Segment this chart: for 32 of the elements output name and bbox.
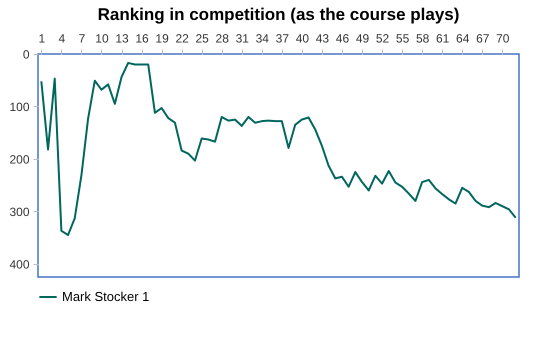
y-tick-label: 0 <box>22 48 30 62</box>
x-tick-label: 13 <box>115 32 129 46</box>
x-tick-label: 67 <box>476 32 490 46</box>
y-tick-label: 300 <box>9 204 30 219</box>
x-tick-label: 52 <box>376 32 390 46</box>
x-tick-label: 61 <box>436 32 450 46</box>
y-tick-label: 100 <box>9 100 30 114</box>
x-tick-label: 58 <box>416 32 430 46</box>
x-tick-label: 19 <box>155 32 170 46</box>
x-tick-label: 22 <box>175 32 190 46</box>
x-tick-label: 4 <box>58 32 66 46</box>
x-tick-label: 49 <box>356 32 370 46</box>
x-tick-label: 31 <box>236 32 250 46</box>
x-tick-label: 40 <box>296 32 310 46</box>
legend-label: Mark Stocker 1 <box>62 289 150 304</box>
x-tick-label: 37 <box>276 32 290 46</box>
x-tick-label: 46 <box>336 32 350 46</box>
x-tick-label: 43 <box>316 32 330 46</box>
x-tick-label: 34 <box>256 32 270 46</box>
x-tick-label: 28 <box>216 32 230 46</box>
y-tick-label: 400 <box>9 257 30 272</box>
x-tick-label: 64 <box>456 32 470 46</box>
x-tick-label: 70 <box>496 32 510 46</box>
x-tick-label: 25 <box>195 32 210 46</box>
x-tick-label: 7 <box>78 32 86 46</box>
line-series <box>40 62 517 236</box>
x-tick-label: 10 <box>95 32 109 46</box>
x-tick-label: 1 <box>38 32 46 46</box>
x-tick-label: 16 <box>135 32 150 46</box>
x-tick-label: 55 <box>396 32 410 46</box>
y-tick-label: 200 <box>9 152 30 166</box>
chart-title: Ranking in competition (as the course plays) <box>98 5 460 24</box>
